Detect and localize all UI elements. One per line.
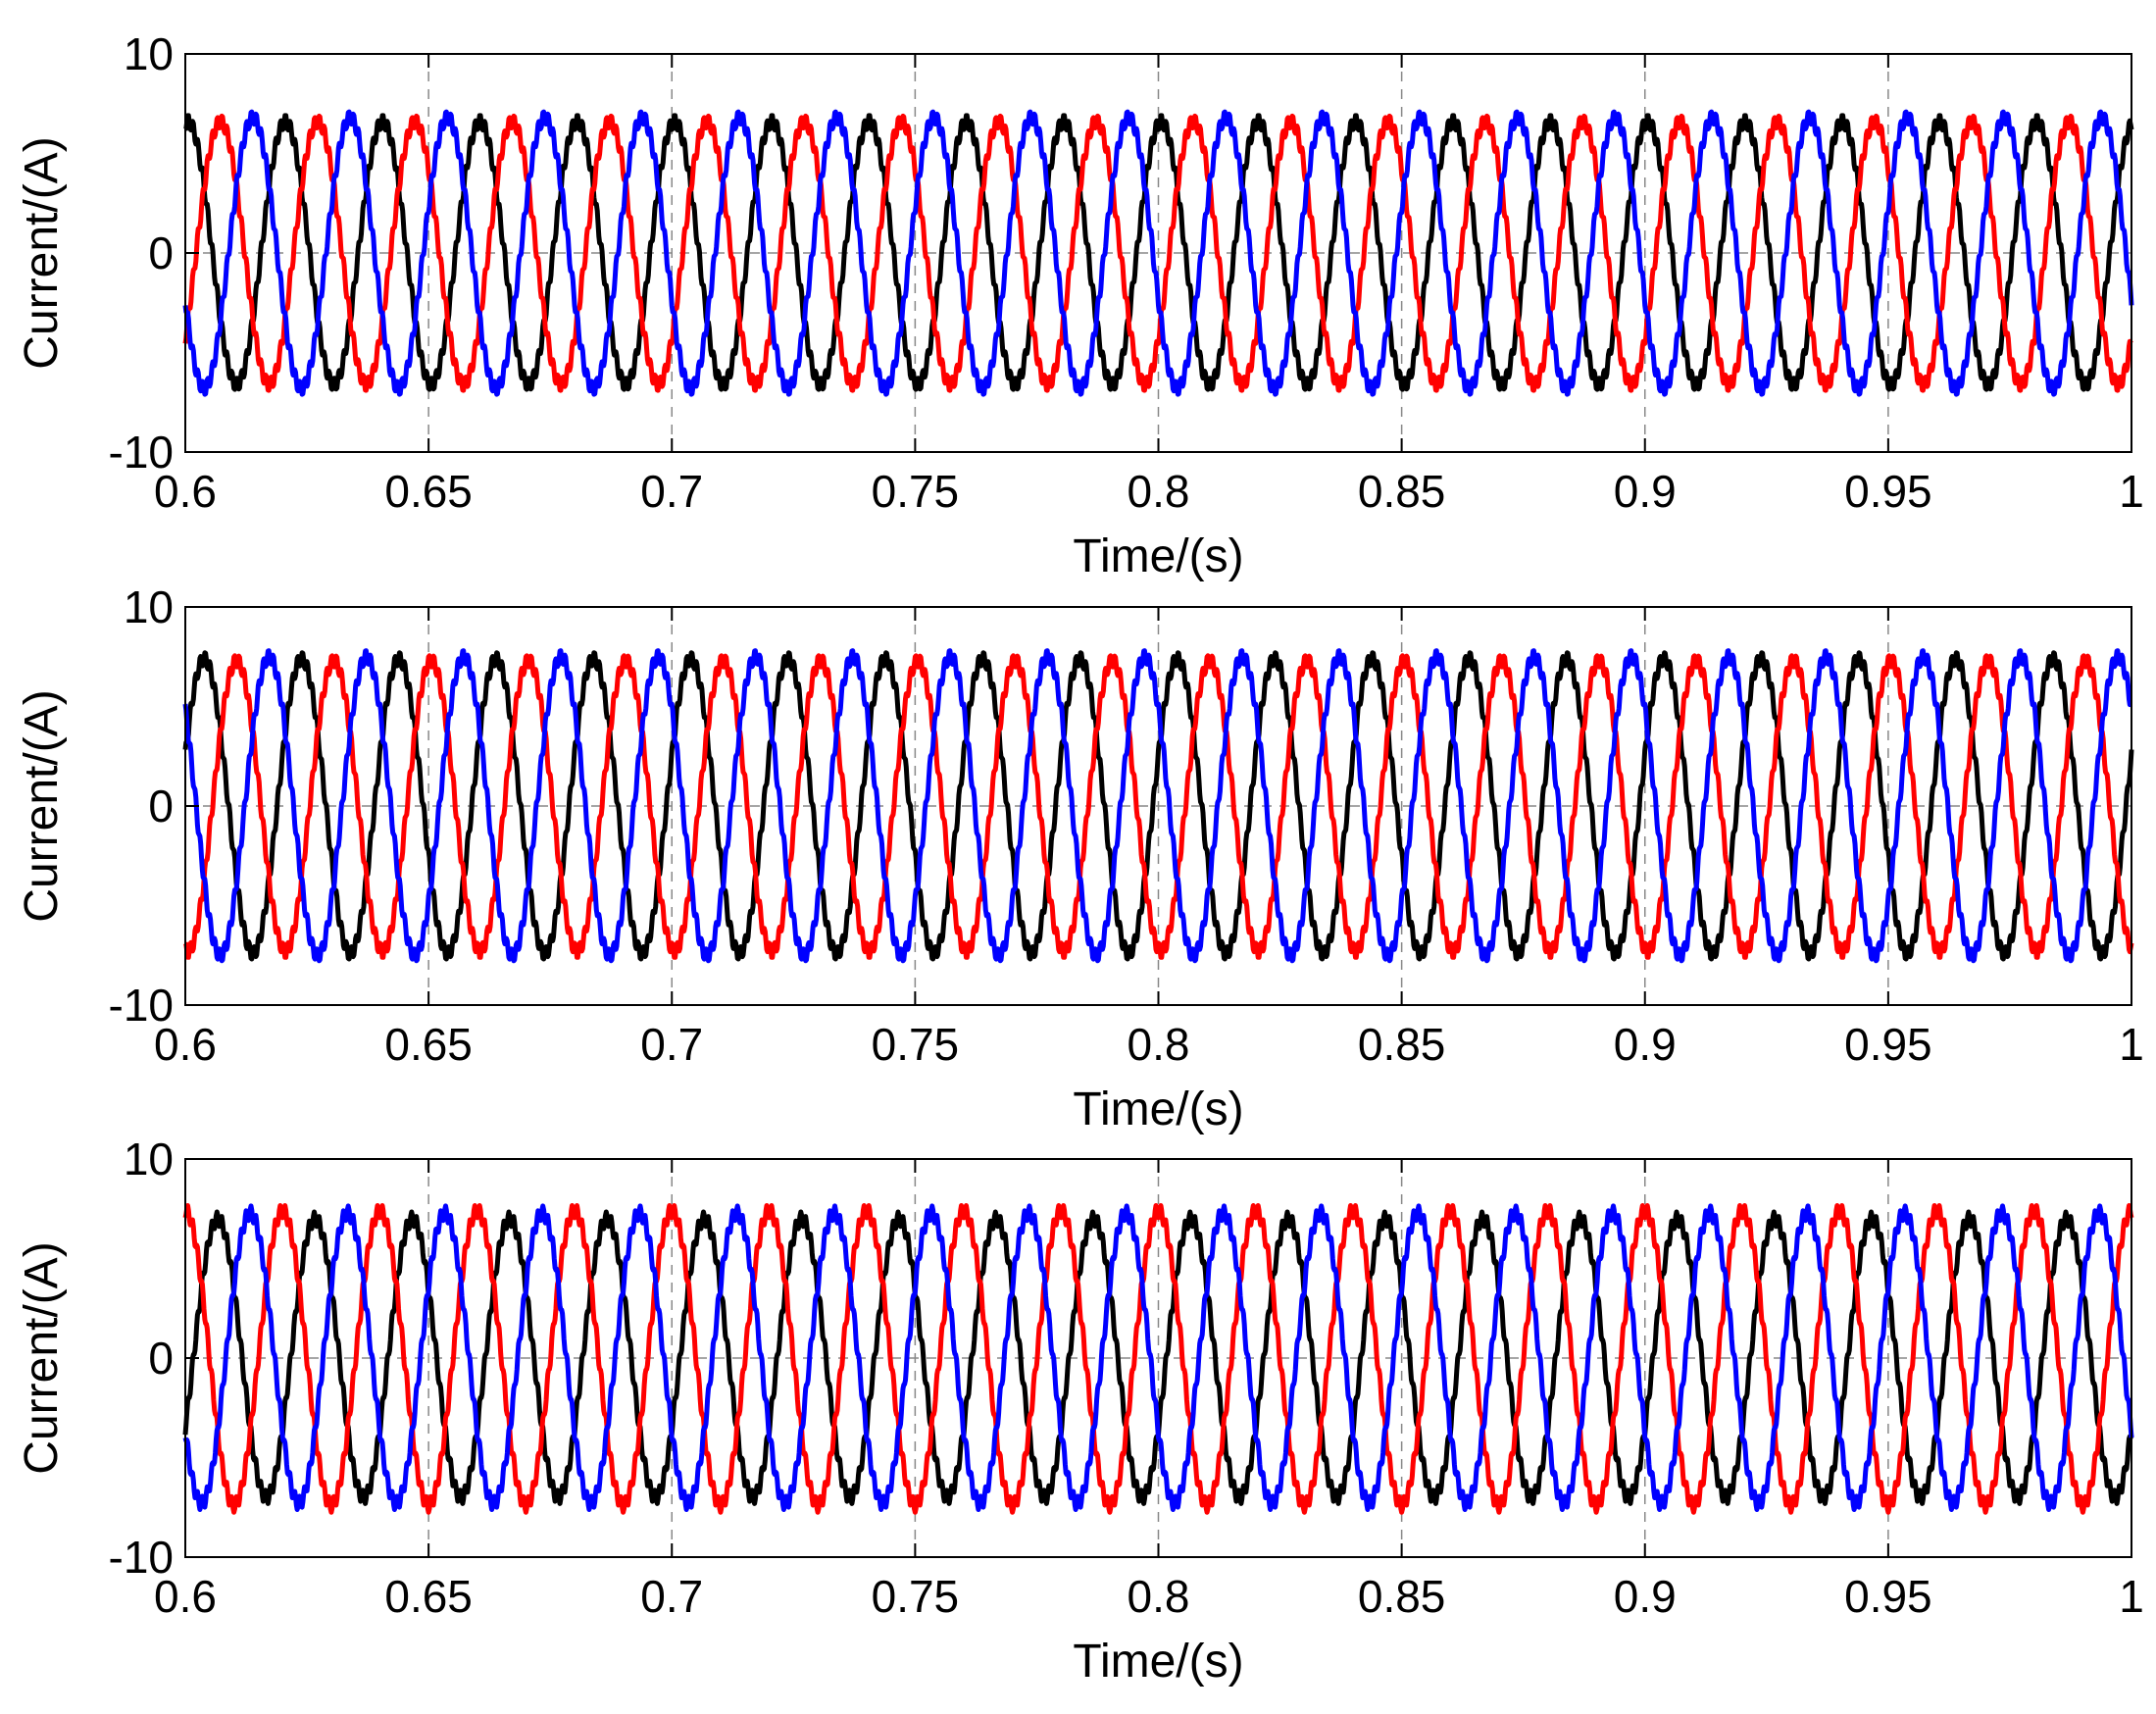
x-axis-label: Time/(s) — [1073, 1084, 1243, 1135]
x-tick-label: 0.9 — [1614, 466, 1677, 517]
x-tick-label: 0.7 — [640, 1019, 703, 1070]
y-tick-label: 10 — [124, 581, 174, 632]
x-tick-label: 0.75 — [872, 466, 960, 517]
panel-top: 0.6 0.65 0.7 0.75 0.8 0.85 0.9 0.95 1 -10 0 10 Time/… — [16, 28, 2144, 582]
x-tick-label: 0.85 — [1358, 1019, 1446, 1070]
x-tick-label: 0.95 — [1844, 1019, 1932, 1070]
panel-middle: 0.6 0.65 0.7 0.75 0.8 0.85 0.9 0.95 1 -10 0 10 Time/… — [16, 581, 2144, 1135]
series-line-2 — [182, 653, 2134, 960]
y-tick-label: 0 — [148, 227, 174, 278]
y-axis-label: Current/(A) — [16, 1241, 68, 1474]
x-tick-label: 1 — [2119, 1019, 2144, 1070]
panel-bottom: 0.6 0.65 0.7 0.75 0.8 0.85 0.9 0.95 1 -10 0 10 Time/… — [16, 1134, 2144, 1688]
y-tick-label: -10 — [109, 980, 174, 1031]
x-axis-label: Time/(s) — [1073, 1636, 1243, 1688]
x-tick-label: 0.75 — [872, 1019, 960, 1070]
series-line-1 — [182, 650, 2134, 962]
y-tick-label: -10 — [109, 427, 174, 478]
grid-top — [184, 53, 2132, 453]
x-tick-label: 0.85 — [1358, 466, 1446, 517]
x-tick-label: 0.65 — [384, 1019, 473, 1070]
x-tick-label: 0.7 — [640, 1571, 703, 1622]
x-tick-label: 0.8 — [1128, 1019, 1190, 1070]
series-line-2 — [182, 113, 2133, 393]
x-tick-label: 0.6 — [154, 1571, 217, 1622]
x-tick-label: 0.9 — [1614, 1019, 1677, 1070]
x-tick-label: 0.85 — [1358, 1571, 1446, 1622]
x-tick-label: 0.65 — [384, 1571, 473, 1622]
series-line-1 — [183, 113, 2134, 392]
y-tick-label: 10 — [124, 1134, 174, 1185]
y-tick-label: 0 — [148, 1333, 174, 1384]
x-tick-label: 1 — [2119, 1571, 2144, 1622]
x-tick-label: 0.7 — [640, 466, 703, 517]
x-tick-label: 0.6 — [154, 466, 217, 517]
x-tick-label: 0.8 — [1128, 466, 1190, 517]
x-tick-label: 0.6 — [154, 1019, 217, 1070]
series-line-3 — [182, 1203, 2134, 1512]
x-tick-label: 0.95 — [1844, 1571, 1932, 1622]
series-line-3 — [182, 648, 2133, 964]
y-tick-label: -10 — [109, 1532, 174, 1583]
x-tick-label: 0.65 — [384, 466, 473, 517]
series-line-3 — [182, 109, 2134, 397]
y-axis-label: Current/(A) — [16, 689, 68, 922]
y-axis-label: Current/(A) — [16, 136, 68, 369]
x-axis-label: Time/(s) — [1073, 530, 1243, 582]
x-tick-label: 0.95 — [1844, 466, 1932, 517]
x-tick-label: 1 — [2119, 466, 2144, 517]
x-tick-label: 0.75 — [872, 1571, 960, 1622]
x-tick-label: 0.9 — [1614, 1571, 1677, 1622]
y-tick-label: 0 — [148, 781, 174, 832]
x-tick-label: 0.8 — [1128, 1571, 1190, 1622]
y-tick-label: 10 — [124, 28, 174, 79]
